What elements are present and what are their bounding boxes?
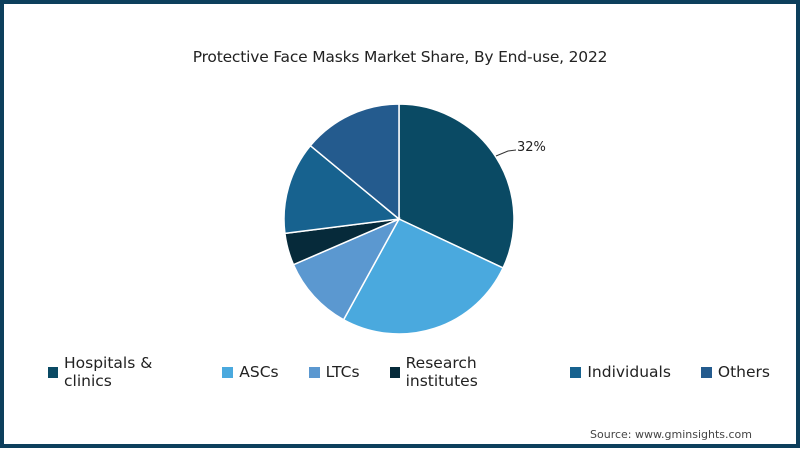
legend-item: LTCs [308,363,360,381]
pie-slice-individuals [283,144,401,235]
chart-title: Protective Face Masks Market Share, By E… [192,48,608,66]
legend-swatch-icon [308,366,320,378]
legend-swatch-icon [570,366,582,378]
pie-slice-others [309,103,400,221]
legend-label: LTCs [325,363,360,381]
legend-swatch-icon [48,366,58,378]
legend-item: Individuals [570,363,671,381]
pie-slice-ltcs [292,217,401,321]
legend-label: Research institutes [405,354,478,390]
legend-label: Others [717,363,770,381]
legend-label: Individuals [587,363,671,381]
leader-line [495,149,517,157]
legend-label: Hospitals & clinics [64,354,153,390]
legend-item: ASCs [222,363,279,381]
pie-slice-hospitals-clinics [398,103,515,269]
legend-label: ASCs [239,363,279,381]
data-label-hospitals: 32% [517,140,546,155]
legend-item: Hospitals & clinics [48,354,192,390]
legend-item: Research institutes [389,354,541,390]
legend-swatch-icon [222,366,234,378]
source-note: Source: www.gminsights.com [590,428,752,441]
legend-swatch-icon [389,366,400,378]
legend-item: Others [700,363,770,381]
chart-legend: Hospitals & clinics ASCs LTCs Research inst… [48,354,800,390]
legend-swatch-icon [700,366,712,378]
